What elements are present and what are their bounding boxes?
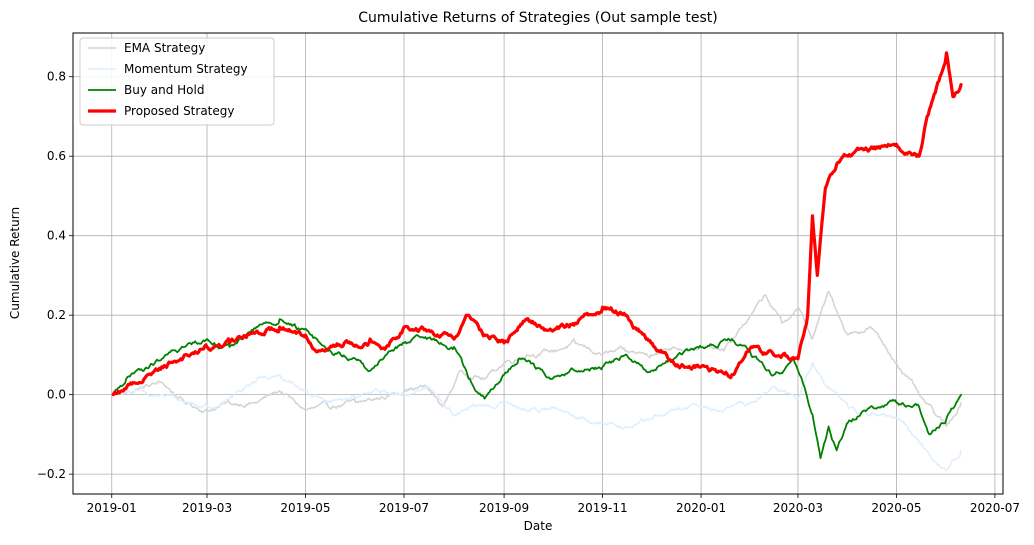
x-tick-label: 2019-05 <box>280 501 330 515</box>
series-line-momentum-strategy <box>120 362 962 471</box>
series-line-ema-strategy <box>120 290 962 428</box>
series-line-buy-and-hold <box>112 318 962 460</box>
legend-label: Buy and Hold <box>124 83 204 97</box>
x-tick-label: 2019-01 <box>87 501 137 515</box>
series-layer <box>111 51 963 471</box>
x-axis-ticks: 2019-01 2019-03 2019-05 2019-07 2019-09 2019-… <box>87 494 1020 515</box>
plot-frame <box>72 32 1004 495</box>
legend-label: Momentum Strategy <box>124 62 248 76</box>
x-tick-label: 2019-11 <box>578 501 628 515</box>
x-tick-label: 2019-07 <box>379 501 429 515</box>
x-tick-label: 2020-07 <box>970 501 1020 515</box>
y-tick-label: 0.4 <box>47 229 66 243</box>
y-tick-label: 0.6 <box>47 149 66 163</box>
y-tick-label: −0.2 <box>37 467 66 481</box>
legend-label: Proposed Strategy <box>124 104 234 118</box>
x-tick-label: 2019-09 <box>479 501 529 515</box>
chart-title: Cumulative Returns of Strategies (Out sa… <box>358 10 717 26</box>
x-tick-label: 2019-03 <box>182 501 232 515</box>
x-axis-label: Date <box>524 519 553 533</box>
x-tick-label: 2020-03 <box>773 501 823 515</box>
series-line-proposed-strategy <box>111 51 963 397</box>
legend: EMA Strategy Momentum Strategy Buy and Hol… <box>79 37 275 126</box>
x-tick-label: 2020-05 <box>871 501 921 515</box>
legend-box <box>79 37 275 126</box>
y-tick-label: 0.8 <box>47 70 66 84</box>
y-tick-label: 0.2 <box>47 308 66 322</box>
y-axis-label: Cumulative Return <box>8 207 22 319</box>
x-tick-label: 2020-01 <box>676 501 726 515</box>
y-tick-label: 0.0 <box>47 388 66 402</box>
legend-label: EMA Strategy <box>124 41 205 55</box>
y-axis-ticks: −0.2 0.0 0.2 0.4 0.6 0.8 <box>37 70 73 481</box>
